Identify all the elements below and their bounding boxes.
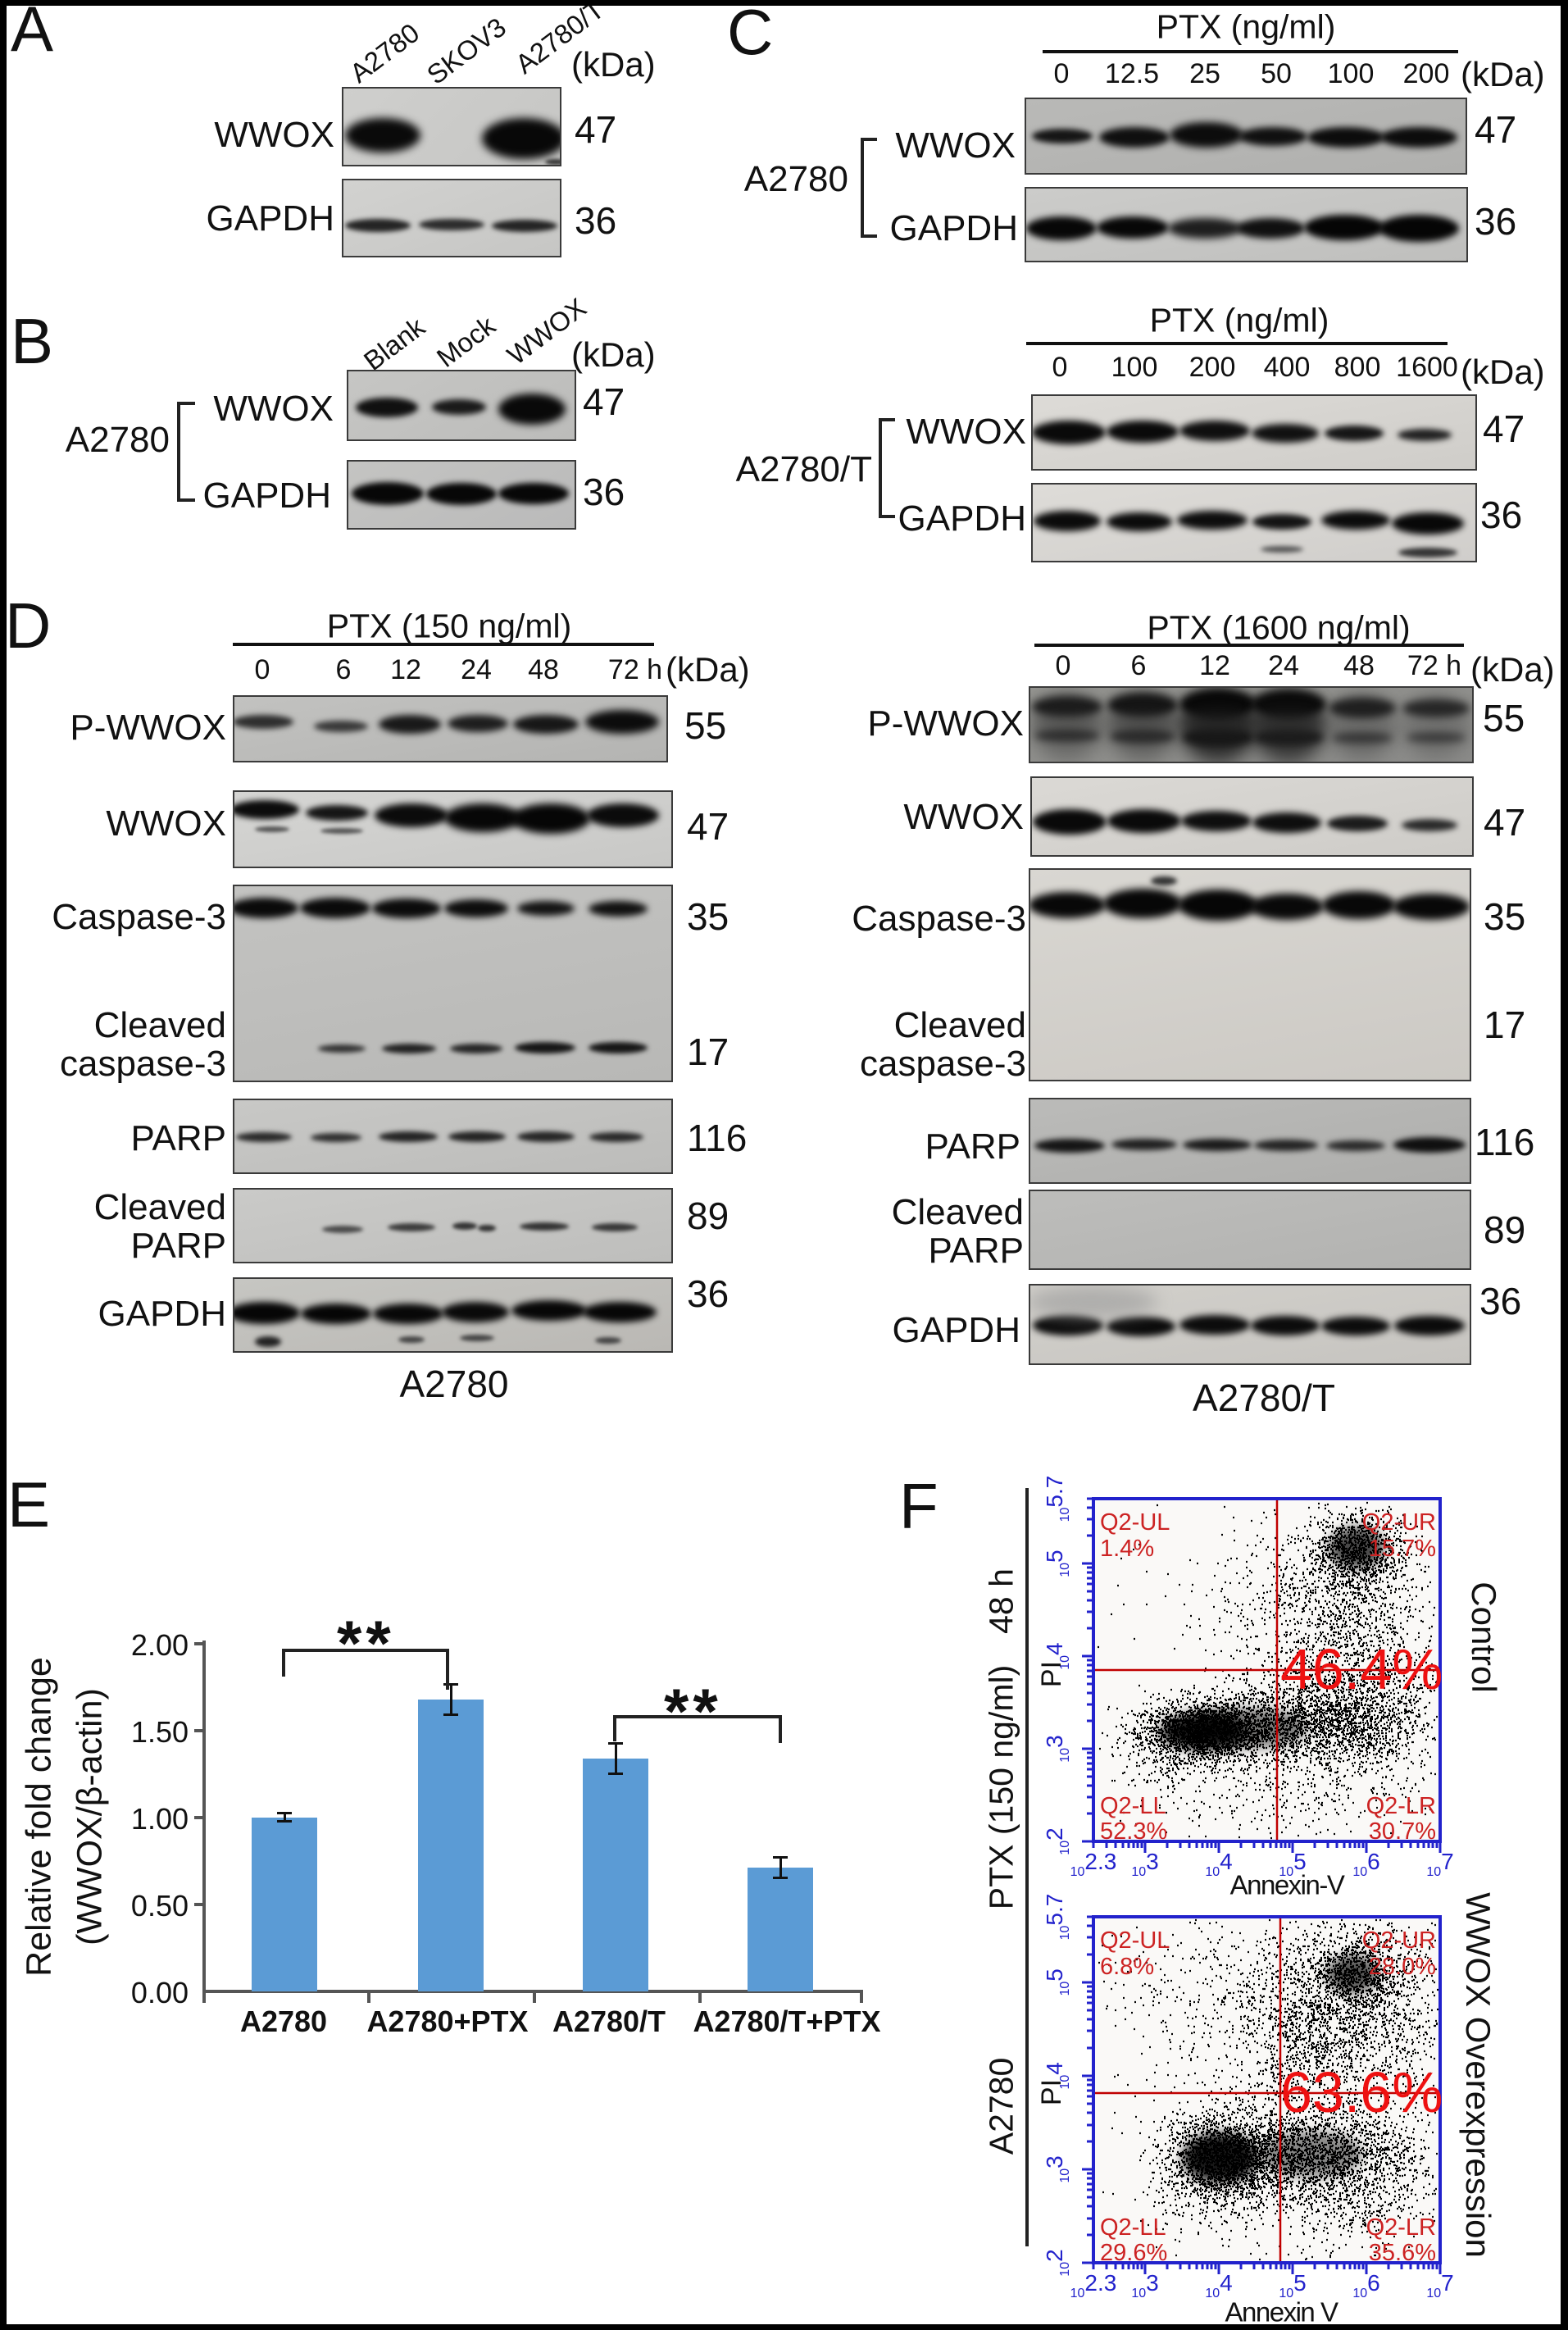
svg-text:107: 107 bbox=[1426, 2270, 1453, 2300]
svg-text:104: 104 bbox=[1042, 2062, 1072, 2089]
svg-text:105: 105 bbox=[1042, 1968, 1072, 1996]
svg-text:105: 105 bbox=[1042, 1550, 1072, 1577]
svg-text:52.3%: 52.3% bbox=[1100, 1818, 1167, 1845]
svg-text:Q2-UL: Q2-UL bbox=[1100, 1509, 1170, 1536]
svg-text:102.3: 102.3 bbox=[1070, 1849, 1117, 1879]
svg-text:102.3: 102.3 bbox=[1070, 2270, 1117, 2300]
svg-text:103: 103 bbox=[1042, 2155, 1072, 2182]
svg-text:103: 103 bbox=[1131, 1849, 1158, 1879]
svg-text:104: 104 bbox=[1205, 1849, 1232, 1879]
svg-text:103: 103 bbox=[1131, 2270, 1158, 2300]
svg-text:107: 107 bbox=[1426, 1849, 1453, 1879]
svg-text:63.6%: 63.6% bbox=[1280, 2060, 1443, 2124]
svg-text:102: 102 bbox=[1042, 2249, 1072, 2276]
svg-text:Q2-UL: Q2-UL bbox=[1100, 1927, 1170, 1954]
svg-text:105: 105 bbox=[1279, 1849, 1306, 1879]
svg-text:Q2-LR: Q2-LR bbox=[1366, 1793, 1436, 1819]
svg-text:Q2-UR: Q2-UR bbox=[1362, 1927, 1436, 1954]
svg-text:105.7: 105.7 bbox=[1042, 1476, 1072, 1522]
svg-text:6.8%: 6.8% bbox=[1100, 1954, 1154, 1980]
svg-text:35.6%: 35.6% bbox=[1369, 2240, 1436, 2266]
svg-text:Q2-LR: Q2-LR bbox=[1366, 2214, 1436, 2241]
svg-text:102: 102 bbox=[1042, 1827, 1072, 1854]
svg-text:103: 103 bbox=[1042, 1735, 1072, 1762]
svg-text:104: 104 bbox=[1205, 2270, 1232, 2300]
svg-text:Q2-UR: Q2-UR bbox=[1362, 1509, 1436, 1536]
svg-text:46.4%: 46.4% bbox=[1280, 1637, 1443, 1701]
svg-text:Q2-LL: Q2-LL bbox=[1100, 2214, 1166, 2241]
svg-text:106: 106 bbox=[1352, 1849, 1379, 1879]
svg-text:106: 106 bbox=[1352, 2270, 1379, 2300]
svg-text:29.6%: 29.6% bbox=[1100, 2240, 1167, 2266]
svg-text:Q2-LL: Q2-LL bbox=[1100, 1793, 1166, 1819]
svg-text:105.7: 105.7 bbox=[1042, 1894, 1072, 1941]
svg-text:15.7%: 15.7% bbox=[1369, 1536, 1436, 1562]
svg-text:30.7%: 30.7% bbox=[1369, 1818, 1436, 1845]
svg-text:28.0%: 28.0% bbox=[1369, 1954, 1436, 1980]
svg-text:1.4%: 1.4% bbox=[1100, 1536, 1154, 1562]
svg-text:105: 105 bbox=[1279, 2270, 1306, 2300]
svg-text:104: 104 bbox=[1042, 1642, 1072, 1669]
